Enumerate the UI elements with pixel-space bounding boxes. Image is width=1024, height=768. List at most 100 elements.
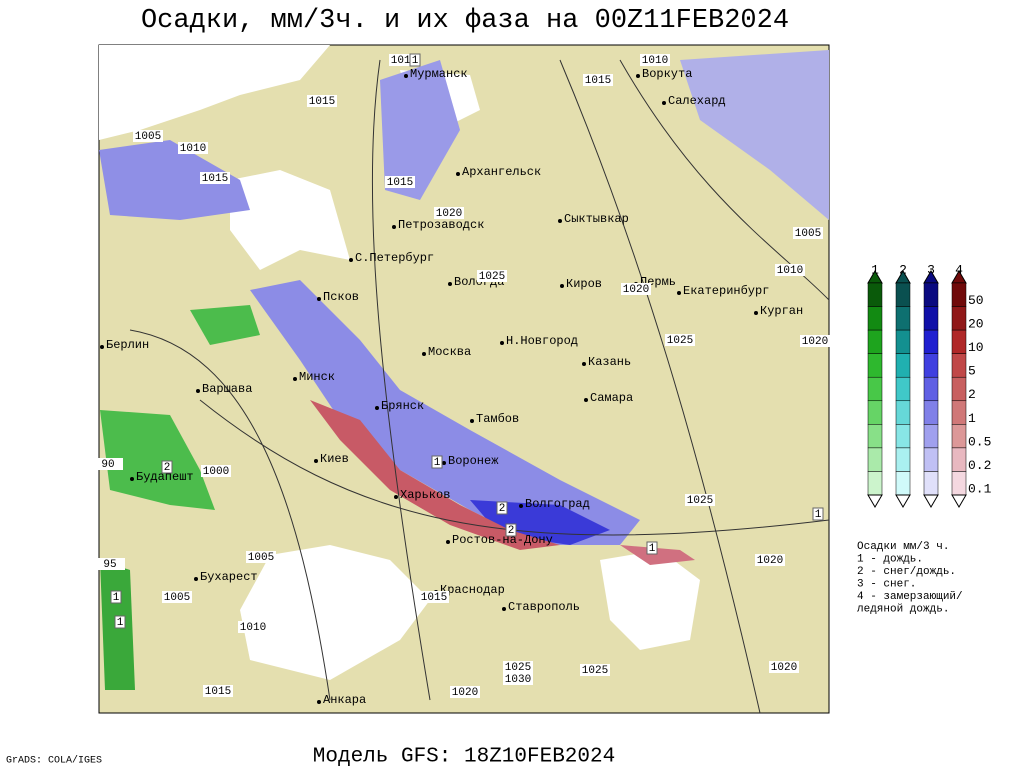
legend-swatch xyxy=(867,400,883,425)
rain-area xyxy=(190,305,260,345)
city-dot xyxy=(558,219,562,223)
legend-scale-label: 0.5 xyxy=(968,434,991,449)
legend-swatch xyxy=(923,282,939,307)
legend-swatch xyxy=(895,471,911,496)
legend-note: Осадки мм/3 ч. xyxy=(857,541,949,553)
legend-scale-label: 0.1 xyxy=(968,481,992,496)
phase-marker-bg xyxy=(110,590,122,604)
legend-swatch xyxy=(867,282,883,307)
city-label: Сыктывкар xyxy=(564,212,629,226)
isobar-label-bg xyxy=(775,264,805,276)
phase-marker: 2 xyxy=(499,503,506,515)
city-dot xyxy=(349,258,353,262)
isobar-label: 1015 xyxy=(387,177,413,189)
isobar-label: 1015 xyxy=(202,173,228,185)
city-label: Киев xyxy=(320,452,349,466)
city-label: Екатеринбург xyxy=(683,284,769,298)
city-dot xyxy=(500,341,504,345)
city-dot xyxy=(446,540,450,544)
legend-arrow-bottom xyxy=(895,494,911,508)
city-dot xyxy=(442,461,446,465)
phase-marker-bg xyxy=(114,615,126,629)
legend-swatch xyxy=(951,329,967,354)
phase-marker: 1 xyxy=(117,617,124,629)
legend-arrow-top xyxy=(923,270,939,284)
isobar-label: 1020 xyxy=(771,662,797,674)
isobar-label-bg xyxy=(450,686,480,698)
isobar-label: 1005 xyxy=(164,592,190,604)
legend-swatch xyxy=(895,424,911,449)
city-dot xyxy=(636,74,640,78)
phase-marker-bg xyxy=(431,455,443,469)
city-dot xyxy=(130,477,134,481)
city-dot xyxy=(584,398,588,402)
legend-scale-label: 10 xyxy=(968,340,984,355)
rain-area xyxy=(100,410,215,510)
legend-scale-label: 50 xyxy=(968,293,984,308)
isobar-label-bg xyxy=(201,465,231,477)
city-dot xyxy=(582,362,586,366)
legend-note: 1 - дождь. xyxy=(857,553,923,565)
legend-swatch xyxy=(923,353,939,378)
isobar-label: 1025 xyxy=(479,271,505,283)
city-label: Казань xyxy=(588,355,631,369)
city-label: Ставрополь xyxy=(508,600,580,614)
isobar-label-bg xyxy=(95,558,125,570)
city-label: Самара xyxy=(590,391,633,405)
map: Мурманск Воркута Салехард Архангельск Петроз… xyxy=(93,44,830,714)
city-dot xyxy=(293,377,297,381)
legend-swatch xyxy=(923,376,939,402)
legend-swatch xyxy=(923,424,939,449)
snow-area xyxy=(380,60,460,200)
model-label: Модель GFS: 18Z10FEB2024 xyxy=(313,746,615,768)
isobar-label-bg xyxy=(203,685,233,697)
isobar-label: 90 xyxy=(101,459,114,471)
isobar-label-bg xyxy=(503,673,533,685)
legend-swatch xyxy=(867,329,883,354)
isobar-label: 1015 xyxy=(421,592,447,604)
city-label: Ростов-на-Дону xyxy=(452,533,553,547)
isobar-label-bg xyxy=(800,335,830,347)
isobar-label-bg xyxy=(621,283,651,295)
legend-swatch xyxy=(951,376,967,402)
legend-note: ледяной дождь. xyxy=(857,603,949,615)
isobar-label: 1025 xyxy=(667,335,693,347)
legend-swatch xyxy=(951,353,967,378)
isobar-label-bg xyxy=(307,95,337,107)
legend-note: 4 - замерзающий/ xyxy=(857,591,963,603)
legend-swatch xyxy=(923,400,939,425)
legend-arrow-top xyxy=(867,270,883,284)
isobar-label-bg xyxy=(503,661,533,673)
legend-scale-label: 0.2 xyxy=(968,458,991,473)
city-label: Мурманск xyxy=(410,67,468,81)
legend-swatch xyxy=(923,447,939,472)
city-label: Краснодар xyxy=(440,583,505,597)
isobar-label-bg xyxy=(162,591,192,603)
isobar-label: 1005 xyxy=(248,552,274,564)
city-dot xyxy=(519,504,523,508)
phase-marker: 1 xyxy=(434,457,441,469)
city-dot xyxy=(560,284,564,288)
city-dot xyxy=(662,101,666,105)
snow-area xyxy=(680,50,829,220)
phase-marker-bg xyxy=(409,53,421,67)
city-dot xyxy=(194,577,198,581)
title: Осадки, мм/3ч. и их фаза на 00Z11FEB2024 xyxy=(141,6,789,36)
phase-marker: 1 xyxy=(412,55,419,67)
city-label: Курган xyxy=(760,304,803,318)
isobar-label: 1015 xyxy=(585,75,611,87)
legend-swatch xyxy=(895,282,911,307)
legend-scale-label: 20 xyxy=(968,317,984,332)
city-dot xyxy=(404,74,408,78)
legend-arrow-bottom xyxy=(923,494,939,508)
legend-scale-label: 1 xyxy=(968,411,976,426)
isobar-label-bg xyxy=(755,554,785,566)
city-label: Берлин xyxy=(106,338,149,352)
city-label: Москва xyxy=(428,345,471,359)
city-dot xyxy=(502,607,506,611)
city-label: Н.Новгород xyxy=(506,334,578,348)
legend-column-label: 4 xyxy=(955,262,963,277)
city-dot xyxy=(100,345,104,349)
isobar-label: 1020 xyxy=(623,284,649,296)
